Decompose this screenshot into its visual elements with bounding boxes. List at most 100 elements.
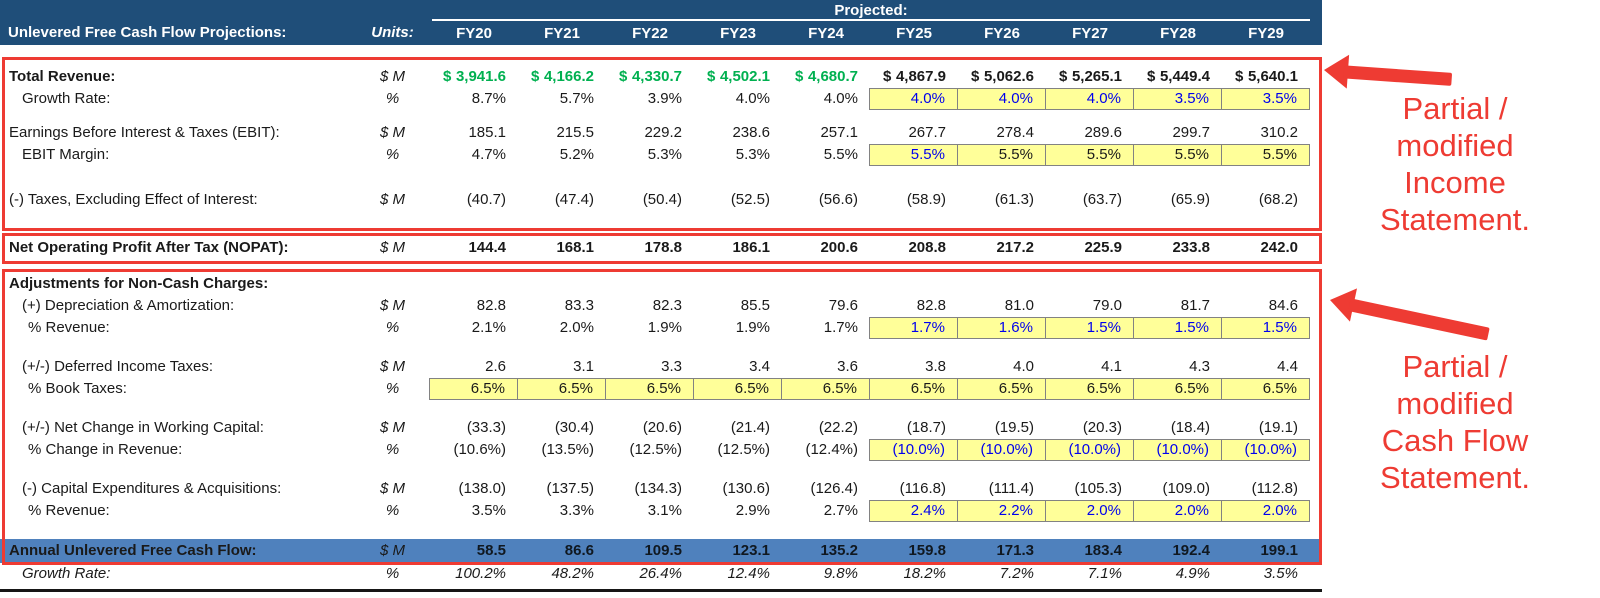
cell-fy23: 1.9% <box>694 317 782 339</box>
cell-fy26[interactable]: (10.0%) <box>957 439 1046 461</box>
cell-fy22[interactable]: 6.5% <box>605 378 694 400</box>
cell-fy25: $4,867.9 <box>870 66 958 88</box>
cell-fy29[interactable]: 2.0% <box>1221 500 1310 522</box>
cell-fy24: 1.7% <box>782 317 870 339</box>
cell-fy28[interactable]: (10.0%) <box>1133 439 1222 461</box>
cell-fy23: (21.4) <box>694 417 782 439</box>
cell-value: (50.4) <box>642 191 682 208</box>
cell-fy28[interactable]: 2.0% <box>1133 500 1222 522</box>
cell-value: 79.6 <box>828 297 858 314</box>
cell-value: 4,867.9 <box>895 68 946 85</box>
row-label: Total Revenue: <box>9 68 116 85</box>
cell-fy28[interactable]: 1.5% <box>1133 317 1222 339</box>
cell-fy29[interactable]: 5.5% <box>1221 144 1310 166</box>
row-pct-change-in-revenue: % Change in Revenue:% (10.6%) (13.5%) (12.5… <box>0 439 1322 461</box>
cell-value: (112.8) <box>1251 480 1298 497</box>
cell-value: (33.3) <box>466 419 506 436</box>
cell-fy24: 135.2 <box>782 539 870 563</box>
cell-value: (10.0%) <box>892 441 945 458</box>
cell-fy25[interactable]: (10.0%) <box>869 439 958 461</box>
cell-value: 2.0% <box>1174 502 1209 519</box>
cell-value: 3.1 <box>573 358 594 375</box>
row-units: $ M <box>379 480 405 497</box>
cell-fy20[interactable]: 6.5% <box>429 378 518 400</box>
cell-fy20: (33.3) <box>430 417 518 439</box>
annotation-line: Income <box>1404 165 1506 200</box>
cell-value: (22.2) <box>818 419 858 436</box>
cell-value: 192.4 <box>1172 542 1210 559</box>
cell-fy26[interactable]: 4.0% <box>957 88 1046 110</box>
cell-fy21: 5.2% <box>518 144 606 166</box>
cell-fy20: 8.7% <box>430 88 518 110</box>
cell-fy23[interactable]: 6.5% <box>693 378 782 400</box>
cell-fy22: 109.5 <box>606 539 694 563</box>
row-units: % <box>385 380 400 397</box>
cell-fy20: 4.7% <box>430 144 518 166</box>
row-taxes: (-) Taxes, Excluding Effect of Interest:… <box>0 189 1322 211</box>
cell-fy25[interactable]: 6.5% <box>869 378 958 400</box>
table-header: Unlevered Free Cash Flow Projections: Un… <box>0 0 1322 45</box>
row-units: $ M <box>379 297 405 314</box>
cell-fy26[interactable]: 1.6% <box>957 317 1046 339</box>
cell-fy27[interactable]: 4.0% <box>1045 88 1134 110</box>
cell-fy25[interactable]: 5.5% <box>869 144 958 166</box>
row-label: Earnings Before Interest & Taxes (EBIT): <box>9 124 280 141</box>
cell-value: 208.8 <box>908 239 946 256</box>
dollar-sign: $ <box>1235 68 1244 85</box>
cell-value: 79.0 <box>1092 297 1122 314</box>
cell-value: 3.5% <box>1263 565 1298 582</box>
cell-fy21: 3.3% <box>518 500 606 522</box>
cell-value: 2.9% <box>735 502 770 519</box>
cell-fy24: 9.8% <box>782 563 870 585</box>
cell-fy25: (58.9) <box>870 189 958 211</box>
cell-fy27[interactable]: 6.5% <box>1045 378 1134 400</box>
cell-fy29: (68.2) <box>1222 189 1310 211</box>
cell-fy26[interactable]: 5.5% <box>957 144 1046 166</box>
cell-fy26: 217.2 <box>958 237 1046 259</box>
cell-fy22: $4,330.7 <box>606 66 694 88</box>
cell-value: 4,330.7 <box>631 68 682 85</box>
cell-fy29[interactable]: 3.5% <box>1221 88 1310 110</box>
cell-fy22: 178.8 <box>606 237 694 259</box>
row-units: $ M <box>379 191 405 208</box>
cell-fy29: (112.8) <box>1222 478 1310 500</box>
cell-fy25[interactable]: 2.4% <box>869 500 958 522</box>
year-header-fy22: FY22 <box>632 25 668 42</box>
cell-fy24[interactable]: 6.5% <box>781 378 870 400</box>
cell-fy29: 84.6 <box>1222 295 1310 317</box>
cell-value: 5.5% <box>1262 146 1297 163</box>
cell-value: 5.5% <box>823 146 858 163</box>
cell-value: (21.4) <box>730 419 770 436</box>
cell-fy28[interactable]: 3.5% <box>1133 88 1222 110</box>
cell-fy26: 278.4 <box>958 122 1046 144</box>
row-units: $ M <box>379 542 405 559</box>
cell-fy27[interactable]: (10.0%) <box>1045 439 1134 461</box>
cell-fy27[interactable]: 1.5% <box>1045 317 1134 339</box>
cell-value: (58.9) <box>906 191 946 208</box>
cell-fy27[interactable]: 5.5% <box>1045 144 1134 166</box>
cell-value: 4.4 <box>1277 358 1298 375</box>
cell-fy21[interactable]: 6.5% <box>517 378 606 400</box>
cell-fy29: (19.1) <box>1222 417 1310 439</box>
cell-value: (109.0) <box>1162 480 1210 497</box>
cell-fy29[interactable]: (10.0%) <box>1221 439 1310 461</box>
cell-fy29[interactable]: 6.5% <box>1221 378 1310 400</box>
page-title: Unlevered Free Cash Flow Projections: <box>8 24 287 41</box>
cell-value: 225.9 <box>1084 239 1122 256</box>
cell-fy28[interactable]: 5.5% <box>1133 144 1222 166</box>
cell-value: (10.0%) <box>1068 441 1121 458</box>
row-units: % <box>385 441 400 458</box>
cell-fy27[interactable]: 2.0% <box>1045 500 1134 522</box>
cell-fy25[interactable]: 4.0% <box>869 88 958 110</box>
cell-fy29[interactable]: 1.5% <box>1221 317 1310 339</box>
cell-fy25[interactable]: 1.7% <box>869 317 958 339</box>
row-ebit-margin: EBIT Margin:% 4.7% 5.2% 5.3% 5.3% 5.5% 5.5% 5.5… <box>0 144 1322 166</box>
cell-value: 5.5% <box>1174 146 1209 163</box>
row-da-pct-revenue: % Revenue:% 2.1% 2.0% 1.9% 1.9% 1.7% 1.7% 1.6% 1… <box>0 317 1322 339</box>
cell-fy23: 85.5 <box>694 295 782 317</box>
cell-value: (111.4) <box>988 480 1034 497</box>
cell-value: 5.3% <box>647 146 682 163</box>
cell-fy21: 3.1 <box>518 356 606 378</box>
cell-fy26[interactable]: 6.5% <box>957 378 1046 400</box>
annotation-line: modified <box>1396 386 1514 421</box>
